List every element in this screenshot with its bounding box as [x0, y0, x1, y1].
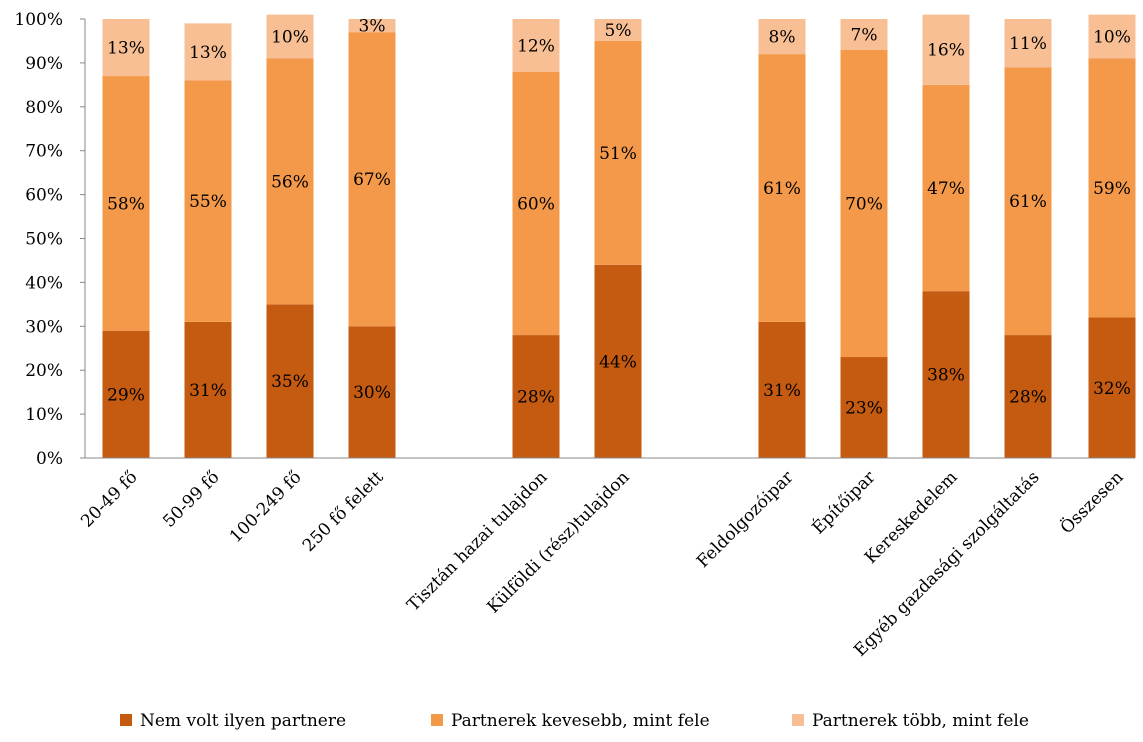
category-label: Építőipar: [808, 466, 880, 538]
data-label: 31%: [763, 381, 801, 401]
data-label: 12%: [517, 36, 555, 56]
y-axis: 0% 10% 20% 30% 40% 50% 60% 70% 80% 90% 100%: [14, 10, 85, 469]
y-tick-label: 90%: [25, 54, 63, 74]
data-label: 35%: [271, 372, 309, 392]
data-label: 59%: [1093, 179, 1131, 199]
category-label: Feldolgozóipar: [693, 467, 798, 572]
legend-swatch: [792, 714, 804, 726]
y-tick-label: 30%: [25, 317, 63, 337]
y-tick-label: 40%: [25, 273, 63, 293]
data-label: 13%: [107, 39, 145, 59]
y-tick-label: 10%: [25, 405, 63, 425]
category-label: Egyéb gazdasági szolgáltatás: [850, 467, 1043, 660]
data-label: 44%: [599, 352, 637, 372]
category-label: 20-49 fő: [77, 467, 141, 531]
category-label: Összesen: [1056, 467, 1128, 539]
data-label: 23%: [845, 399, 883, 419]
legend-label: Nem volt ilyen partnere: [140, 711, 346, 731]
y-tick-label: 60%: [25, 186, 63, 206]
category-label: 50-99 fő: [159, 467, 223, 531]
legend-label: Partnerek több, mint fele: [812, 711, 1029, 731]
data-label: 38%: [927, 366, 965, 386]
data-label: 55%: [189, 192, 227, 212]
data-label: 60%: [517, 194, 555, 214]
data-label: 5%: [605, 21, 632, 41]
data-label: 58%: [107, 194, 145, 214]
data-label: 29%: [107, 385, 145, 405]
y-tick-label: 80%: [25, 98, 63, 118]
data-label: 8%: [769, 28, 796, 48]
data-label: 61%: [763, 179, 801, 199]
category-label: Külföldi (rész)tulajdon: [483, 467, 633, 617]
bars: [103, 15, 1136, 458]
data-label: 32%: [1093, 379, 1131, 399]
y-tick-label: 70%: [25, 142, 63, 162]
data-label: 16%: [927, 41, 965, 61]
data-label: 61%: [1009, 192, 1047, 212]
data-label: 28%: [1009, 388, 1047, 408]
data-label: 7%: [851, 25, 878, 45]
data-label: 30%: [353, 383, 391, 403]
data-label: 31%: [189, 381, 227, 401]
category-label: Tisztán hazai tulajdon: [403, 467, 551, 615]
legend-label: Partnerek kevesebb, mint fele: [451, 711, 710, 731]
data-label: 10%: [1093, 28, 1131, 48]
data-label: 10%: [271, 28, 309, 48]
data-label: 70%: [845, 194, 883, 214]
data-label: 51%: [599, 144, 637, 164]
data-label: 11%: [1009, 34, 1047, 54]
legend-swatch: [120, 714, 132, 726]
category-label: 250 fő felett: [299, 467, 388, 556]
y-tick-label: 50%: [25, 230, 63, 250]
y-tick-label: 20%: [25, 361, 63, 381]
data-label: 13%: [189, 43, 227, 63]
category-label: 100-249 fő: [226, 467, 306, 547]
data-label: 67%: [353, 170, 391, 190]
legend: Nem volt ilyen partnere Partnerek keveseb…: [120, 711, 1029, 731]
y-tick-label: 100%: [14, 10, 63, 30]
y-tick-label: 0%: [36, 449, 63, 469]
data-label: 56%: [271, 172, 309, 192]
data-label: 47%: [927, 179, 965, 199]
data-label: 3%: [359, 17, 386, 37]
data-label: 28%: [517, 388, 555, 408]
legend-swatch: [431, 714, 443, 726]
